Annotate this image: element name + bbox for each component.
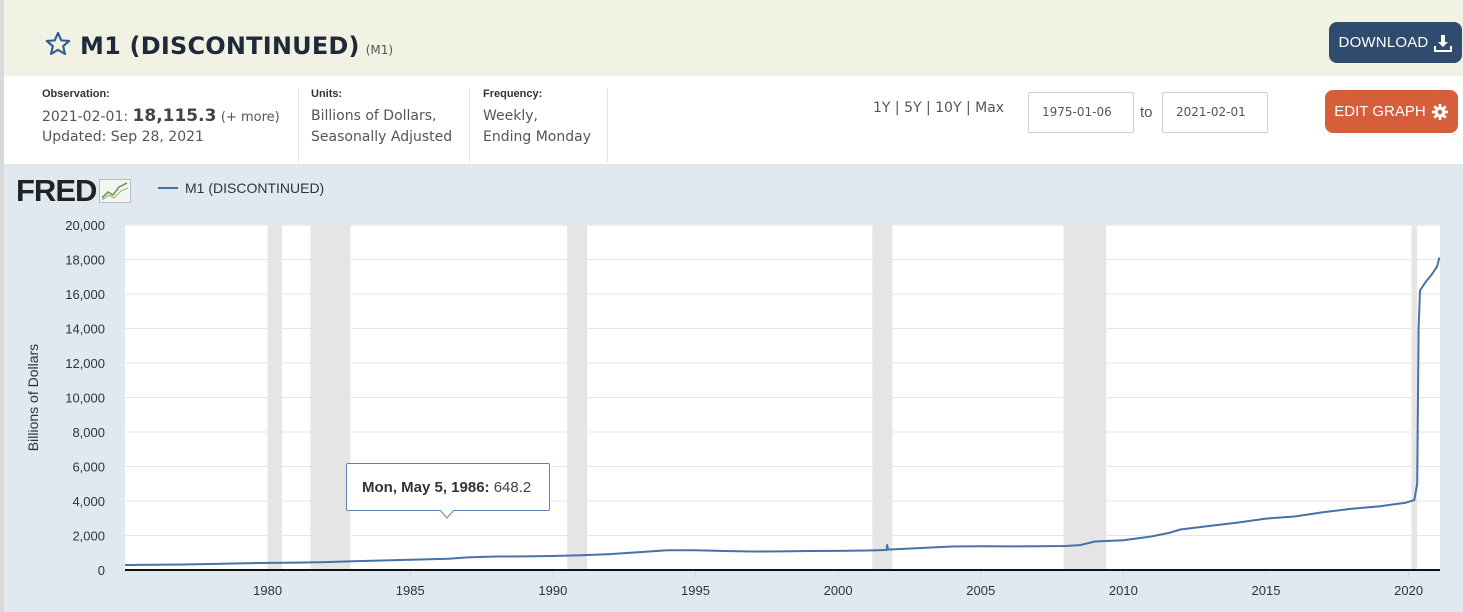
x-tick-label: 1985 [396,583,425,598]
x-tick-label: 2005 [966,583,995,598]
range-links[interactable]: 1Y | 5Y | 10Y | Max [873,100,1005,116]
units-label: Units: [311,88,343,100]
more-observations-link[interactable]: (+ more) [220,110,280,125]
units-line1: Billions of Dollars, [311,108,437,124]
x-tick-label: 1980 [253,583,282,598]
y-tick-label: 12,000 [65,356,105,371]
observation-block: Observation: 2021-02-01: 18,115.3 (+ mor… [42,88,280,148]
tooltip-date: Mon, May 5, 1986: [362,479,490,496]
frequency-label: Frequency: [483,88,543,100]
y-tick-label: 4,000 [72,494,105,509]
legend-swatch [158,187,178,189]
frequency-line2: Ending Monday [483,129,591,145]
observation-date: 2021-02-01: [42,109,129,125]
x-tick-label: 2000 [824,583,853,598]
updated-date: Updated: Sep 28, 2021 [42,129,204,145]
y-tick-label: 18,000 [65,253,105,268]
download-label: DOWNLOAD [1338,34,1429,51]
chart-legend: M1 (DISCONTINUED) [158,180,324,196]
edit-graph-label: EDIT GRAPH [1334,103,1426,120]
series-line [124,257,1441,566]
x-tick-label: 1995 [681,583,710,598]
page-title: M1 (DISCONTINUED) [80,32,360,60]
edit-graph-button[interactable]: EDIT GRAPH [1325,90,1458,133]
fred-logo-text: FRED [16,173,97,208]
y-tick-label: 6,000 [72,460,105,475]
x-tick-label: 2015 [1252,583,1281,598]
x-tick-label: 1990 [538,583,567,598]
x-tick-label: 2010 [1109,583,1138,598]
y-tick-label: 10,000 [65,391,105,406]
frequency-block: Frequency: Weekly, Ending Monday [483,88,591,148]
end-date-input[interactable]: 2021-02-01 [1162,92,1268,133]
data-tooltip: Mon, May 5, 1986: 648.2 [346,463,550,519]
to-label: to [1140,104,1153,121]
units-line2: Seasonally Adjusted [311,129,453,145]
tooltip-pointer [440,510,454,519]
y-tick-label: 2,000 [72,529,105,544]
observation-label: Observation: [42,88,110,100]
start-date-input[interactable]: 1975-01-06 [1028,92,1134,133]
series-id: (M1) [365,43,394,57]
fred-logo[interactable]: FRED [16,173,132,209]
divider [469,88,470,162]
divider [298,88,299,162]
y-tick-label: 16,000 [65,287,105,302]
x-tick-label: 2020 [1394,583,1423,598]
y-axis-title: Billions of Dollars [25,344,41,451]
units-block: Units: Billions of Dollars, Seasonally A… [311,88,452,148]
tooltip-value: 648.2 [493,479,532,496]
y-tick-label: 8,000 [72,425,105,440]
frequency-line1: Weekly, [483,108,538,124]
star-icon[interactable] [44,30,72,58]
line-chart[interactable]: 0 2,000 4,000 6,000 8,000 10,000 12,000 14,000 1… [0,210,1463,612]
divider [607,88,608,162]
download-button[interactable]: DOWNLOAD [1329,22,1462,63]
legend-label: M1 (DISCONTINUED) [185,180,325,196]
observation-value: 18,115.3 [132,106,217,126]
y-tick-label: 20,000 [65,218,105,233]
title-row: M1 (DISCONTINUED) (M1) [44,26,393,60]
y-tick-label: 0 [98,563,105,578]
y-tick-label: 14,000 [65,322,105,337]
download-icon [1434,34,1453,52]
chart-logo-icon [99,179,132,203]
gear-icon [1431,103,1448,120]
series-header: M1 (DISCONTINUED) (M1) DOWNLOAD [0,0,1463,76]
